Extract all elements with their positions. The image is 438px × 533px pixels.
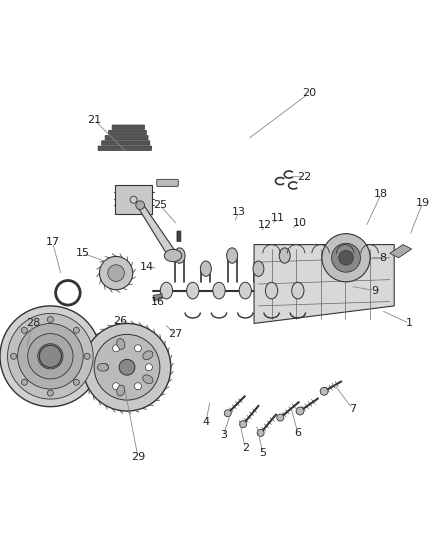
Text: 25: 25 xyxy=(153,200,167,210)
Circle shape xyxy=(277,414,284,421)
FancyBboxPatch shape xyxy=(105,135,148,140)
Text: 17: 17 xyxy=(46,237,60,247)
Circle shape xyxy=(94,334,160,400)
Ellipse shape xyxy=(239,282,251,299)
FancyBboxPatch shape xyxy=(112,125,145,130)
Circle shape xyxy=(18,324,83,389)
Circle shape xyxy=(130,196,137,203)
Circle shape xyxy=(21,327,28,333)
Ellipse shape xyxy=(117,338,125,349)
Ellipse shape xyxy=(200,261,211,276)
Polygon shape xyxy=(153,294,162,301)
Circle shape xyxy=(39,345,61,367)
Polygon shape xyxy=(390,245,412,258)
Text: 11: 11 xyxy=(271,213,285,223)
Ellipse shape xyxy=(227,248,237,263)
Circle shape xyxy=(47,390,53,396)
FancyBboxPatch shape xyxy=(109,130,146,135)
Text: 4: 4 xyxy=(202,417,209,427)
Text: 22: 22 xyxy=(297,172,311,182)
Ellipse shape xyxy=(143,375,153,384)
Circle shape xyxy=(113,345,120,352)
Circle shape xyxy=(102,364,109,371)
Circle shape xyxy=(21,379,28,385)
Circle shape xyxy=(119,359,135,375)
Text: 19: 19 xyxy=(416,198,430,208)
Circle shape xyxy=(134,383,141,390)
Text: 3: 3 xyxy=(220,430,227,440)
Ellipse shape xyxy=(292,282,304,299)
Circle shape xyxy=(320,387,328,395)
Ellipse shape xyxy=(174,248,185,263)
Circle shape xyxy=(38,344,63,369)
Text: 26: 26 xyxy=(113,316,127,326)
Text: 21: 21 xyxy=(87,115,101,125)
Text: 27: 27 xyxy=(168,329,182,340)
Text: 8: 8 xyxy=(380,253,387,263)
FancyBboxPatch shape xyxy=(177,231,181,241)
Text: 9: 9 xyxy=(371,286,378,296)
Text: 16: 16 xyxy=(151,296,165,306)
Circle shape xyxy=(224,410,231,417)
Ellipse shape xyxy=(143,351,153,360)
Ellipse shape xyxy=(164,249,182,262)
Ellipse shape xyxy=(97,364,108,371)
Text: 20: 20 xyxy=(302,88,316,99)
Circle shape xyxy=(83,324,171,411)
Circle shape xyxy=(296,407,304,415)
Polygon shape xyxy=(115,185,152,214)
Circle shape xyxy=(332,243,360,272)
Circle shape xyxy=(99,256,133,290)
Ellipse shape xyxy=(265,282,278,299)
Text: 10: 10 xyxy=(293,217,307,228)
Text: 5: 5 xyxy=(259,448,266,458)
Text: 14: 14 xyxy=(140,262,154,271)
Ellipse shape xyxy=(160,282,173,299)
Text: 12: 12 xyxy=(258,220,272,230)
Circle shape xyxy=(47,317,53,322)
Circle shape xyxy=(73,327,79,333)
Text: 29: 29 xyxy=(131,452,145,462)
Text: 7: 7 xyxy=(349,404,356,414)
Text: 15: 15 xyxy=(76,248,90,259)
Ellipse shape xyxy=(213,282,225,299)
Ellipse shape xyxy=(117,385,125,396)
Ellipse shape xyxy=(279,248,290,263)
Circle shape xyxy=(339,251,353,265)
Circle shape xyxy=(134,345,141,352)
Circle shape xyxy=(136,201,145,209)
Circle shape xyxy=(240,421,247,427)
Text: 2: 2 xyxy=(242,443,249,453)
Circle shape xyxy=(0,306,101,407)
Circle shape xyxy=(108,265,124,281)
Text: 28: 28 xyxy=(26,318,40,328)
Circle shape xyxy=(84,353,90,359)
Circle shape xyxy=(28,334,73,379)
Circle shape xyxy=(11,353,17,359)
Ellipse shape xyxy=(253,261,264,276)
Polygon shape xyxy=(254,245,394,324)
Circle shape xyxy=(7,313,93,399)
Text: 18: 18 xyxy=(374,189,388,199)
Ellipse shape xyxy=(187,282,199,299)
Circle shape xyxy=(145,364,152,371)
FancyBboxPatch shape xyxy=(98,146,152,150)
Circle shape xyxy=(257,430,264,437)
Circle shape xyxy=(113,383,120,390)
Circle shape xyxy=(73,379,79,385)
FancyBboxPatch shape xyxy=(102,141,150,145)
Polygon shape xyxy=(137,205,178,255)
Text: 1: 1 xyxy=(406,318,413,328)
FancyBboxPatch shape xyxy=(157,179,178,187)
Circle shape xyxy=(322,233,370,282)
Text: 6: 6 xyxy=(294,428,301,438)
Text: 13: 13 xyxy=(232,207,246,217)
